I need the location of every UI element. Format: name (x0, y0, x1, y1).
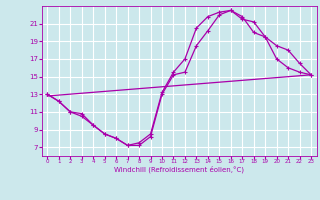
X-axis label: Windchill (Refroidissement éolien,°C): Windchill (Refroidissement éolien,°C) (114, 166, 244, 173)
